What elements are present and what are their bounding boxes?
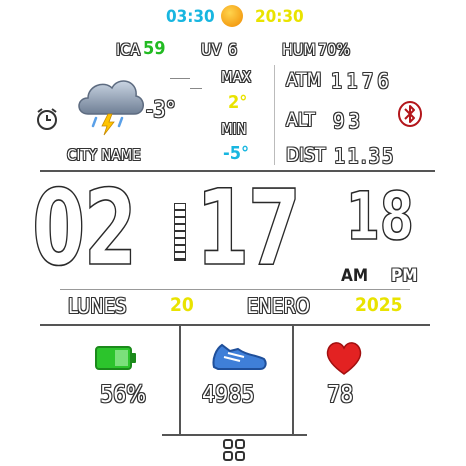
dist-label: DIST bbox=[286, 144, 326, 166]
divider bbox=[274, 65, 275, 165]
bluetooth-icon bbox=[398, 101, 422, 127]
battery-percentage: 56% bbox=[100, 382, 146, 408]
apps-grid-icon[interactable] bbox=[222, 438, 246, 462]
shoe-icon bbox=[212, 343, 267, 370]
year-number: 2025 bbox=[355, 294, 403, 316]
alt-value: 93 bbox=[333, 109, 364, 133]
divider bbox=[190, 88, 202, 89]
month-name: ENERO bbox=[247, 294, 310, 318]
divider bbox=[170, 78, 190, 79]
step-count: 4985 bbox=[202, 382, 255, 408]
heart-rate: 78 bbox=[327, 382, 354, 408]
day-number: 20 bbox=[170, 294, 194, 316]
uv-label: UV bbox=[201, 40, 222, 59]
time-seconds: 18 bbox=[345, 178, 414, 255]
divider bbox=[162, 434, 307, 436]
atm-value: 1176 bbox=[331, 69, 393, 93]
ica-label: ICA bbox=[116, 40, 141, 59]
divider bbox=[292, 324, 294, 434]
time-minutes: 17 bbox=[195, 167, 301, 289]
divider bbox=[60, 289, 410, 290]
sun-icon bbox=[221, 5, 243, 27]
sunrise-time: 03:30 bbox=[166, 7, 215, 27]
ica-value: 59 bbox=[143, 38, 166, 59]
weekday: LUNES bbox=[68, 294, 127, 318]
uv-value: 6 bbox=[228, 40, 238, 59]
max-label: MAX bbox=[221, 68, 252, 86]
alt-label: ALT bbox=[286, 109, 316, 131]
divider bbox=[40, 324, 430, 326]
divider bbox=[179, 324, 181, 434]
time-hours: 02 bbox=[31, 167, 137, 289]
cloud-thunder-icon bbox=[78, 80, 144, 136]
current-temperature: -3° bbox=[146, 98, 176, 123]
max-value: 2° bbox=[228, 92, 248, 113]
pm-indicator: PM bbox=[391, 266, 418, 286]
dist-value: 11.35 bbox=[334, 144, 396, 168]
battery-icon bbox=[95, 346, 136, 370]
sunset-time: 20:30 bbox=[255, 7, 304, 27]
hum-value: 70% bbox=[318, 40, 350, 59]
time-separator bbox=[174, 203, 186, 261]
atm-label: ATM bbox=[286, 69, 322, 91]
heart-icon bbox=[326, 342, 362, 375]
divider bbox=[40, 170, 435, 172]
am-indicator: AM bbox=[341, 266, 369, 286]
min-label: MIN bbox=[221, 120, 247, 138]
min-value: -5° bbox=[223, 143, 250, 164]
hum-label: HUM bbox=[282, 40, 316, 59]
city-name: CITY NAME bbox=[67, 146, 141, 164]
alarm-icon[interactable] bbox=[34, 106, 60, 132]
